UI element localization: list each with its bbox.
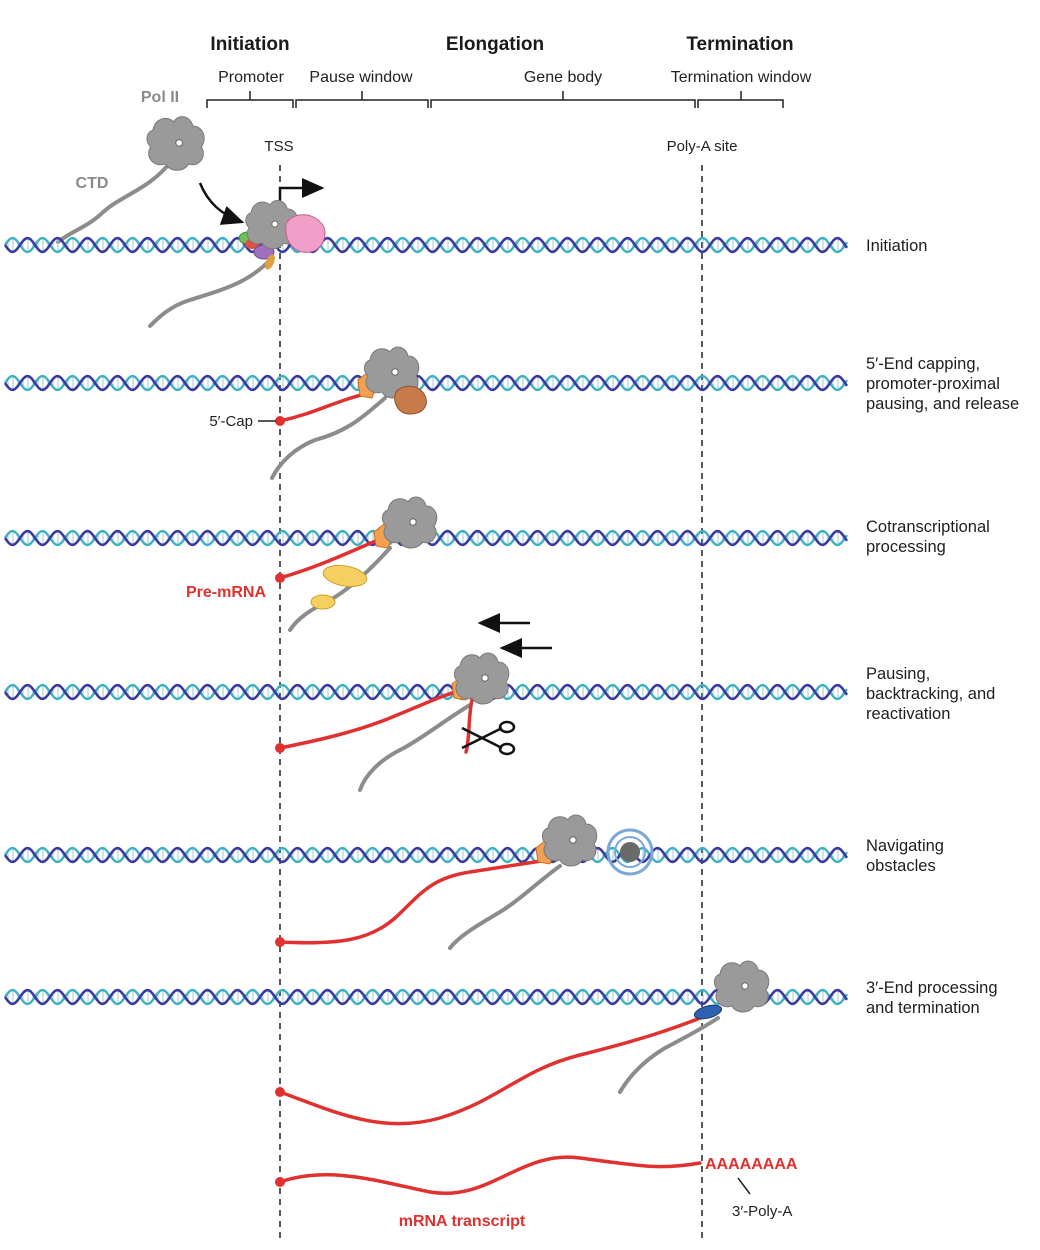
row-processing: Pre-mRNA: [186, 496, 438, 632]
row-termination: [275, 960, 770, 1126]
bracket-promoter: [206, 91, 294, 108]
rna-row5: [278, 858, 550, 945]
recruitment-arrow: [198, 182, 245, 225]
bracket-pause-window: [295, 91, 429, 108]
phase-title-termination: Termination: [686, 34, 793, 55]
region-label-termination-window: Termination window: [671, 69, 812, 86]
cap-dot-row3: [275, 573, 285, 583]
bracket-termination-window: [697, 91, 784, 108]
free-pol2-ctd: [56, 158, 174, 244]
ctd-tail-row5: [448, 864, 562, 950]
ctd-tail-row3: [288, 546, 392, 632]
splicing-factor-1: [322, 564, 368, 588]
ctd-tail-row4: [358, 703, 472, 792]
free-pol2: [56, 116, 205, 244]
step-label-2: 5′-End capping, promoter-proximal pausin…: [866, 355, 1019, 413]
row-initiation: [148, 199, 326, 328]
cap-dot-row4: [275, 743, 285, 753]
region-label-pause-window: Pause window: [309, 69, 413, 86]
step-label-6: 3′-End processing and termination: [866, 979, 1002, 1017]
step-label-4: Pausing, backtracking, and reactivation: [866, 665, 1000, 723]
tss-label: TSS: [264, 138, 293, 155]
cap-dot-row2: [275, 416, 285, 426]
step-labels: Initiation 5′-End capping, promoter-prox…: [866, 237, 1019, 1017]
ctd-tail-row2: [270, 396, 387, 480]
polya-site-label: Poly-A site: [667, 138, 738, 155]
dna-helix: [3, 236, 849, 254]
rna-row4: [278, 688, 464, 750]
dna-layer: [3, 236, 849, 1006]
row-capping: 5′-Cap: [209, 346, 427, 480]
row-backtracking: [275, 613, 552, 792]
cap-label: 5′-Cap: [209, 413, 253, 430]
region-label-promoter: Promoter: [218, 69, 284, 86]
cpsf-factor: [693, 1004, 723, 1020]
bracket-gene-body: [430, 91, 696, 108]
dna-helix: [3, 846, 849, 864]
mrna-strand: [278, 1155, 702, 1195]
region-label-gene-body: Gene body: [524, 69, 602, 86]
ctd-tail-row6: [618, 1016, 720, 1094]
scissors-icon: [461, 720, 516, 756]
pol2-row6: [713, 960, 770, 1013]
rna-row3: [278, 538, 380, 580]
polya-leader: [737, 1177, 751, 1195]
step-label-5: Navigating obstacles: [866, 837, 949, 875]
polya-label: 3′-Poly-A: [732, 1203, 792, 1220]
mediator-pink: [285, 214, 326, 253]
pol2-label: Pol II: [141, 89, 179, 106]
mrna-product: AAAAAAAA 3′-Poly-A mRNA transcript: [275, 1155, 798, 1230]
pol2-row5: [541, 814, 598, 867]
region-brackets: [206, 91, 784, 108]
phase-title-elongation: Elongation: [446, 34, 544, 55]
ctd-label: CTD: [76, 175, 109, 192]
mrna-label: mRNA transcript: [399, 1213, 526, 1230]
pol2-row4: [453, 652, 510, 705]
step-label-3: Cotranscriptional processing: [866, 518, 994, 556]
row-obstacles: [275, 814, 654, 950]
mrna-cap-dot: [275, 1177, 285, 1187]
ctd-tail-row1: [148, 260, 270, 328]
step-label-1: Initiation: [866, 237, 927, 255]
pol2-row3: [381, 496, 438, 549]
phase-title-initiation: Initiation: [210, 34, 289, 55]
cap-dot-row6: [275, 1087, 285, 1097]
cap-dot-row5: [275, 937, 285, 947]
nucleosome-obstacle: [606, 828, 654, 876]
backtracked-rna: [464, 698, 474, 754]
rna-row6: [278, 1013, 710, 1126]
premrna-label: Pre-mRNA: [186, 584, 266, 601]
gtf-orange: [265, 254, 275, 270]
nelf-brown: [394, 385, 427, 415]
dna-helix: [3, 683, 849, 701]
splicing-factor-2: [310, 594, 336, 610]
polya-tail: AAAAAAAA: [705, 1156, 798, 1173]
dna-helix: [3, 374, 849, 392]
